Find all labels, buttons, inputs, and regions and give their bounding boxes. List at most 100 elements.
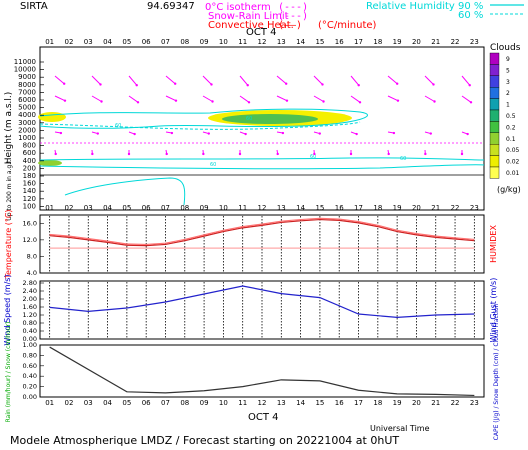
humidex-ylabel: HUMIDEX	[489, 225, 498, 263]
value-tick-label: 1.60	[23, 303, 37, 311]
hour-tick-label: 16	[335, 399, 344, 407]
hour-tick-label: 17	[354, 399, 363, 407]
rh-contour-60	[39, 121, 361, 130]
rh-contour-90	[39, 108, 368, 129]
hour-tick-label: 05	[122, 399, 131, 407]
height-tick-label: 160	[23, 180, 36, 188]
wind-arrow	[387, 75, 398, 85]
height-tick-label: 140	[23, 187, 36, 195]
wind-arrow	[276, 95, 288, 102]
hour-tick-label: 10	[219, 38, 228, 46]
colorbar-cell	[489, 64, 500, 77]
wind-arrow-head	[62, 82, 66, 85]
hour-tick-label: 17	[354, 38, 363, 46]
wind-arrow-head	[358, 101, 362, 104]
height-tick-label: 9000	[18, 73, 36, 81]
wind-arrow	[424, 95, 435, 102]
cloud-layer-left	[38, 112, 66, 122]
wind-arrow-head	[211, 100, 214, 103]
wind-arrow	[91, 95, 102, 102]
hour-tick-label: 13	[277, 204, 286, 212]
height-tick-label: 800	[23, 142, 36, 150]
legend-convective-label: Convective Heat.	[208, 20, 294, 31]
series-line	[49, 217, 475, 246]
wind-arrow-head	[392, 131, 396, 135]
hour-tick-label: 01	[45, 38, 54, 46]
height-tick-label: 120	[23, 195, 36, 203]
wind-arrow-head	[210, 83, 213, 86]
wind-arrow-head	[100, 100, 103, 103]
hour-tick-label: 20	[412, 204, 421, 212]
series-line	[49, 346, 475, 397]
wind-arrow-head	[395, 82, 399, 85]
hour-tick-label: 01	[45, 399, 54, 407]
cloud-panel-ylabel: Height (m a.s.l.)	[4, 92, 14, 165]
rh-contour-low-a	[39, 157, 485, 161]
hour-tick-label: 10	[219, 204, 228, 212]
colorbar-tick-label: 0.01	[506, 170, 520, 177]
colorbar-tick-label: 3	[506, 79, 510, 86]
value-tick-label: 0.00	[23, 393, 37, 401]
colorbar-tick-label: 5	[506, 67, 510, 74]
wind-arrow	[313, 75, 323, 85]
wind-arrow-head	[396, 99, 400, 102]
hour-tick-label: 02	[64, 204, 73, 212]
wind-arrow-head	[466, 132, 469, 136]
colorbar-tick-label: 0.02	[506, 159, 520, 166]
hour-tick-label: 23	[470, 204, 479, 212]
wind-arrow-head	[318, 132, 321, 135]
hour-tick-label: 08	[180, 204, 189, 212]
hour-tick-label: 03	[84, 399, 93, 407]
value-tick-label: 0.40	[23, 327, 37, 335]
wind-arrow-head	[170, 131, 174, 135]
wind-panel: 2.802.402.001.601.200.800.400.00 Wind Sp…	[3, 274, 498, 345]
value-tick-label: 2.40	[23, 287, 37, 295]
wind-arrow	[128, 75, 138, 86]
wind-arrow-head	[321, 83, 324, 86]
wind-arrow-head	[127, 152, 131, 156]
hour-tick-label: 01	[45, 204, 54, 212]
colorbar-cell	[489, 143, 500, 156]
cloud-layer-green	[222, 114, 318, 124]
colorbar-tick-label: 1	[506, 102, 510, 109]
wind-arrow	[239, 95, 250, 103]
series-line	[49, 218, 475, 247]
colorbar-cell	[489, 75, 500, 88]
precip-panel: 1.00 0.80 0.60 0.40 0.20 0.00 Rain (mm/hour) …	[5, 303, 500, 440]
precip-ylabel: Rain (mm/hour) / Snow (cm/hour)	[5, 322, 12, 423]
hour-tick-label: 04	[103, 204, 112, 212]
wind-arrow-head	[281, 131, 285, 135]
wind-arrow-head	[424, 152, 427, 156]
wind-arrow-head	[244, 132, 247, 136]
hour-tick-label: 20	[412, 399, 421, 407]
hour-tick-label: 05	[122, 38, 131, 46]
wind-arrow-head	[246, 83, 249, 87]
hour-tick-label: 09	[200, 399, 209, 407]
wind-arrow	[202, 75, 212, 85]
wind-arrow-head	[174, 99, 178, 102]
temperature-panel: 16.0 12.0 8.0 4.0 Temperature (°C) HUMIDEX	[4, 209, 498, 279]
hour-tick-label: 19	[393, 399, 402, 407]
height-tick-label: 10000	[14, 66, 36, 74]
universal-time-label: Universal Time	[370, 424, 430, 433]
hour-tick-label: 20	[412, 38, 421, 46]
height-tick-label: 600	[23, 149, 36, 157]
wind-arrow-head	[59, 131, 63, 135]
wind-arrow	[350, 95, 361, 103]
model-caption: Modele Atmospherique LMDZ / Forecast sta…	[10, 434, 399, 447]
hour-tick-label: 13	[277, 399, 286, 407]
value-tick-label: 1.20	[23, 311, 37, 319]
colorbar-cell	[489, 132, 500, 145]
hour-tick-label: 10	[219, 399, 228, 407]
colorbar-cell	[489, 166, 500, 179]
hour-tick-label: 18	[373, 38, 382, 46]
wind-arrow-head	[247, 101, 251, 104]
rh-contour-label: 60	[246, 116, 252, 122]
hour-tick-label: 12	[258, 38, 267, 46]
wind-arrow	[313, 95, 324, 102]
date-label-4: OCT 4	[248, 412, 279, 423]
wind-arrow-head	[96, 132, 99, 135]
value-tick-label: 2.80	[23, 279, 37, 287]
hour-tick-label: 09	[200, 38, 209, 46]
wind-arrow-head	[460, 152, 464, 156]
